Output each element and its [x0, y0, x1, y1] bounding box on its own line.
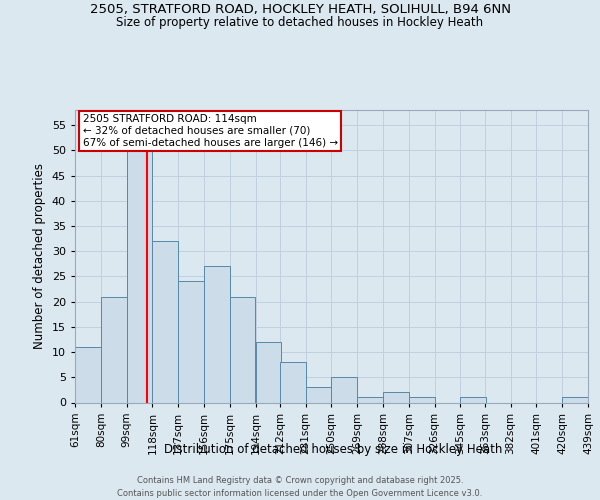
Bar — [75, 347, 101, 403]
Text: 2505 STRATFORD ROAD: 114sqm
← 32% of detached houses are smaller (70)
67% of sem: 2505 STRATFORD ROAD: 114sqm ← 32% of det… — [83, 114, 338, 148]
Bar — [383, 392, 409, 402]
Bar — [204, 266, 230, 402]
Text: Contains public sector information licensed under the Open Government Licence v3: Contains public sector information licen… — [118, 489, 482, 498]
Bar — [280, 362, 306, 403]
Bar — [101, 296, 127, 403]
Bar — [256, 342, 281, 402]
Bar — [331, 378, 357, 402]
Bar — [357, 398, 383, 402]
Bar — [460, 398, 486, 402]
Text: Distribution of detached houses by size in Hockley Heath: Distribution of detached houses by size … — [164, 442, 502, 456]
Bar — [306, 388, 331, 402]
Bar — [562, 398, 588, 402]
Bar — [152, 241, 178, 402]
Text: 2505, STRATFORD ROAD, HOCKLEY HEATH, SOLIHULL, B94 6NN: 2505, STRATFORD ROAD, HOCKLEY HEATH, SOL… — [89, 2, 511, 16]
Text: Contains HM Land Registry data © Crown copyright and database right 2025.: Contains HM Land Registry data © Crown c… — [137, 476, 463, 485]
Bar — [127, 150, 152, 402]
Y-axis label: Number of detached properties: Number of detached properties — [33, 163, 46, 349]
Text: Size of property relative to detached houses in Hockley Heath: Size of property relative to detached ho… — [116, 16, 484, 29]
Bar — [409, 398, 434, 402]
Bar — [230, 296, 256, 403]
Bar — [178, 282, 204, 403]
